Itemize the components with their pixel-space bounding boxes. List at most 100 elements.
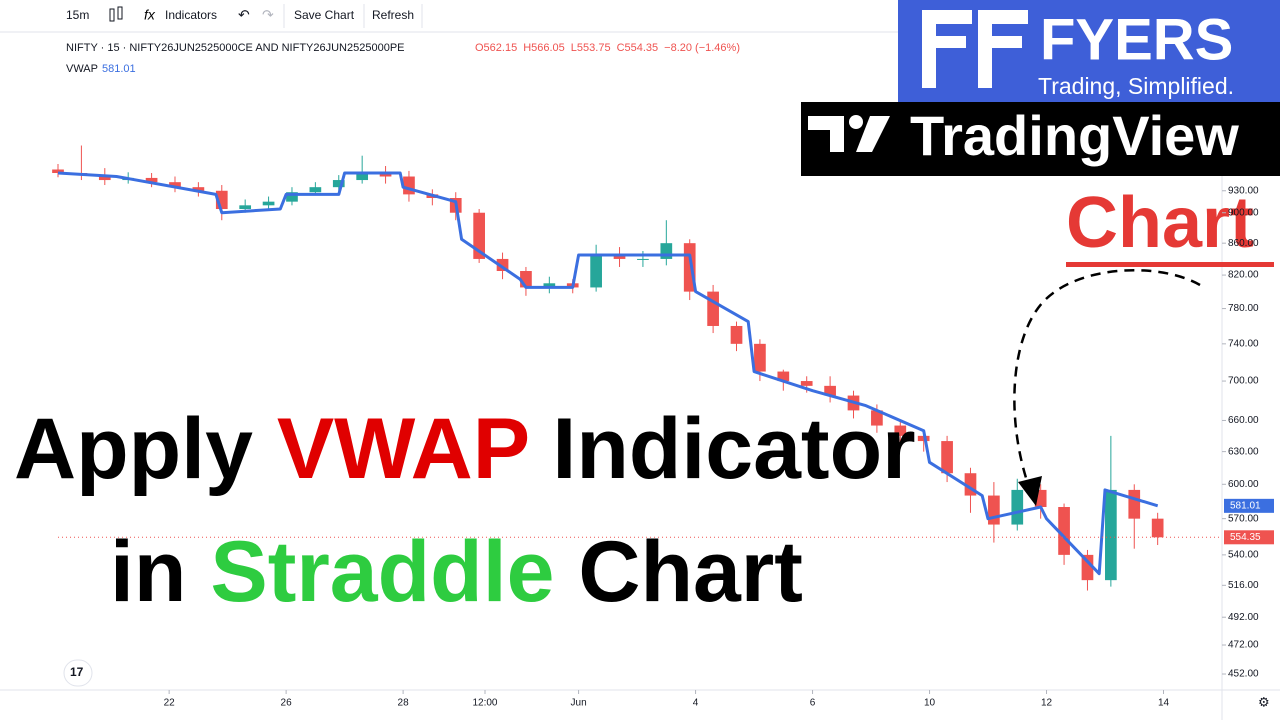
plot-area (52, 145, 1222, 591)
candle-body (520, 271, 532, 288)
candle-body (286, 192, 298, 202)
settings-icon[interactable]: ⚙ (1258, 694, 1270, 709)
ohlc-value: −8.20 (−1.46%) (664, 42, 740, 54)
candle-body (356, 172, 369, 181)
candle-body (777, 371, 790, 382)
redo-button[interactable]: ↷ (262, 7, 274, 23)
candle-body (98, 175, 111, 181)
candle-body (473, 212, 485, 259)
brand-name: FYERS (1040, 7, 1233, 72)
candle-body (824, 385, 836, 396)
candle-body (1128, 489, 1141, 519)
candle-body (1058, 507, 1070, 555)
candle-body (637, 258, 649, 260)
save-button[interactable]: Save Chart (294, 8, 355, 22)
candle-body (800, 381, 813, 386)
candle-body (215, 190, 228, 210)
y-tick-label: 700.00 (1228, 376, 1259, 387)
svg-text:17: 17 (70, 665, 84, 679)
candle-body (379, 172, 392, 177)
chart-word: Chart (1066, 183, 1254, 263)
indicator-name: VWAP (66, 63, 98, 75)
candle-body (894, 425, 907, 436)
ohlc-value: C554.35 (617, 42, 659, 54)
x-tick-label: 28 (398, 698, 410, 709)
candle-body (1105, 489, 1117, 581)
y-tick-label: 516.00 (1228, 580, 1259, 591)
candle-body (145, 177, 158, 183)
candle-body (707, 291, 719, 326)
candle-body (1081, 554, 1094, 581)
y-tick-label: 540.00 (1228, 550, 1259, 561)
candle-body (52, 169, 64, 173)
vwap-line (57, 171, 1159, 576)
x-tick-label: 12 (1041, 698, 1053, 709)
candle-body (1011, 489, 1024, 525)
x-tick-label: 14 (1158, 698, 1170, 709)
candle-body (941, 441, 953, 474)
y-tick-label: 740.00 (1228, 338, 1259, 349)
candle-body (1151, 518, 1164, 538)
subline-word: Straddle (210, 524, 554, 620)
dashed-arrow (1013, 268, 1201, 491)
candle-body (683, 243, 696, 292)
y-tick-label: 930.00 (1228, 185, 1259, 196)
y-tick-label: 900.00 (1228, 207, 1259, 218)
indicators-button[interactable]: Indicators (165, 8, 217, 22)
candle-body (754, 343, 766, 372)
candle-body (1034, 489, 1047, 508)
x-tick-label: 12:00 (472, 698, 497, 709)
subline: in Straddle Chart (110, 524, 803, 620)
candle-body (262, 201, 275, 206)
y-tick-label: 630.00 (1228, 446, 1259, 457)
refresh-button[interactable]: Refresh (372, 8, 414, 22)
tv-watermark: 17 (63, 659, 93, 687)
y-tick-label: 600.00 (1228, 479, 1259, 490)
indicator-value: 581.01 (102, 63, 136, 75)
last-price-badge (1224, 530, 1274, 545)
headline-word: Indicator (552, 401, 915, 497)
x-tick-label: Jun (571, 698, 587, 709)
candle-body (192, 187, 205, 191)
headline-word: VWAP (277, 401, 529, 497)
candle-body (403, 176, 415, 195)
interval-button[interactable]: 15m (66, 8, 89, 22)
candle-body (496, 258, 509, 272)
candle-body (332, 180, 345, 188)
candle-body (660, 243, 673, 259)
y-tick-label: 452.00 (1228, 669, 1259, 680)
underline (1066, 262, 1274, 267)
candle-icon[interactable] (109, 6, 123, 22)
headline-word: Apply (14, 401, 253, 497)
vwap-label: 581.01 (1230, 500, 1261, 511)
subline-word: Chart (578, 524, 803, 620)
symbol-legend: NIFTY · 15 · NIFTY26JUN2525000CE AND NIF… (66, 42, 405, 54)
vwap-badge (1224, 498, 1274, 513)
y-tick-label: 570.00 (1228, 513, 1259, 524)
tradingview-logo (808, 115, 890, 152)
last-price-label: 554.35 (1230, 532, 1261, 543)
tradingview-banner (801, 102, 1280, 176)
headline: Apply VWAP Indicator (14, 401, 916, 497)
candle-body (169, 182, 181, 188)
arrow-head (1018, 476, 1042, 506)
fyers-logo (922, 10, 1028, 88)
x-tick-label: 26 (281, 698, 293, 709)
fx-icon: fx (144, 7, 156, 23)
candle-body (613, 254, 626, 259)
x-tick-label: 10 (924, 698, 936, 709)
ohlc-value: O562.15 (475, 42, 517, 54)
y-tick-label: 820.00 (1228, 270, 1259, 281)
brand-tagline: Trading, Simplified. (1038, 73, 1234, 99)
ohlc-value: H566.05 (523, 42, 565, 54)
undo-button[interactable]: ↶ (238, 7, 250, 23)
y-tick-label: 472.00 (1228, 640, 1259, 651)
y-tick-label: 492.00 (1228, 612, 1259, 623)
candle-body (239, 205, 252, 210)
candle-body (730, 325, 743, 344)
x-tick-label: 6 (810, 698, 816, 709)
x-tick-label: 4 (693, 698, 699, 709)
y-tick-label: 780.00 (1228, 303, 1259, 314)
